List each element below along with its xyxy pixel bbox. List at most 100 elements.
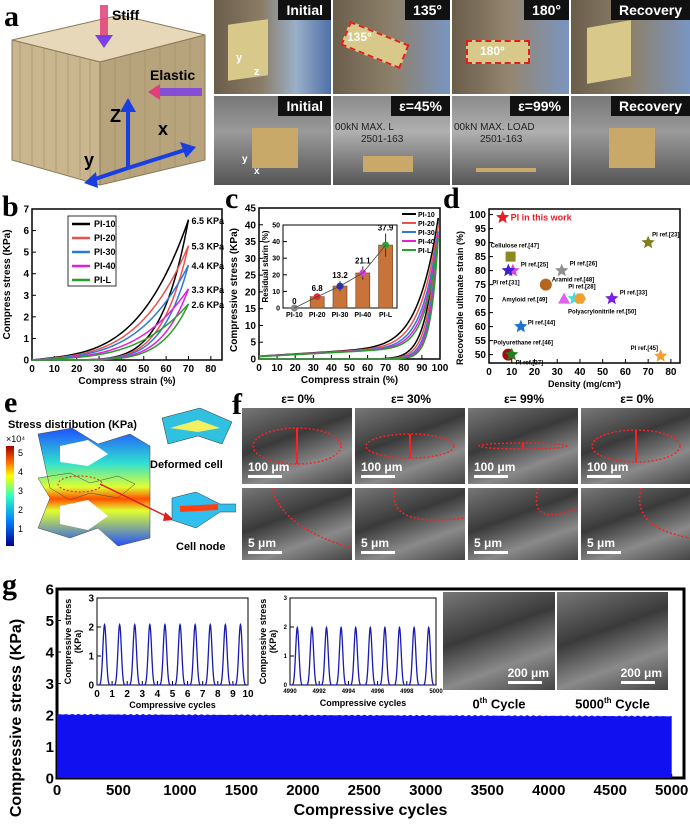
y-tick-label: 10	[245, 321, 257, 332]
y-tick-label: 7	[23, 205, 29, 216]
y-tick-label: 20	[272, 272, 280, 279]
x-tick-label: 50	[138, 364, 150, 375]
colorbar-tick: 5	[18, 448, 23, 458]
x-tick-label: 80	[205, 364, 217, 375]
panel-label-f: f	[232, 388, 242, 421]
point-label: PI ref.[27]	[516, 361, 543, 367]
y-axis-label: (KPa)	[73, 630, 83, 654]
photo-tag: 135°	[405, 0, 450, 20]
point-polyacrylonitrile-ref-50-	[573, 293, 586, 304]
legend-label: PI-30	[94, 247, 116, 257]
plot-frame	[488, 208, 681, 364]
x-tick-label: 4998	[400, 689, 414, 695]
angle-annotation: 135°	[347, 30, 372, 44]
machine-text: 00kN MAX. L	[335, 122, 394, 133]
point-pi-ref-31-	[501, 263, 515, 277]
legend-label: PI-20	[418, 221, 435, 228]
point-pi-ref-44-	[514, 319, 528, 333]
y-tick-label: 2	[88, 623, 94, 634]
x-tick-label: 4500	[594, 782, 627, 799]
machine-text: 00kN MAX. LOAD	[454, 122, 535, 133]
x-axis-label: x	[158, 119, 168, 139]
loading-curve-PI-L	[258, 238, 439, 358]
bar-value-label: 0	[292, 297, 297, 306]
inset-cycle-curve	[290, 625, 436, 686]
y-tick-label: 1	[284, 654, 288, 660]
y-tick-label: 90	[475, 238, 487, 249]
y-tick-label: 85	[475, 252, 487, 263]
x-tick-label: 2500	[348, 782, 381, 799]
photo-tag: ε=45%	[391, 96, 450, 116]
x-tick-label: 4992	[313, 689, 327, 695]
y-tick-label: 95	[475, 224, 487, 235]
y-tick-label: 3	[88, 594, 94, 605]
point-label: Polyacrylonitrile ref.[50]	[568, 310, 636, 316]
x-tick-label: 60	[362, 363, 374, 374]
panel-label-e: e	[4, 386, 18, 419]
trend-line	[294, 244, 386, 309]
x-tick-label: 500	[106, 782, 131, 799]
x-tick-label: 5000	[655, 782, 688, 799]
sem-cell: 100 μm	[468, 408, 578, 484]
x-tick-label: 2000	[286, 782, 319, 799]
photo-bend-135: 135° 135°	[333, 0, 450, 94]
caption-5000th-cycle: 5000th Cycle	[575, 696, 650, 712]
y-tick-label: 30	[245, 254, 257, 265]
point-label: Polyurethane ref.[46]	[493, 341, 553, 347]
y-tick-label: 60	[475, 322, 487, 333]
y-tick-label: 5	[250, 338, 256, 349]
x-tick-label: 1000	[163, 782, 196, 799]
x-tick-label: 30	[308, 363, 320, 374]
point-label: Amyloid ref.[49]	[502, 298, 547, 304]
point-pi-ref-23-	[641, 235, 655, 249]
y-tick-label: 40	[245, 220, 257, 231]
y-tick-label: 4	[23, 269, 29, 280]
y-axis-label: y	[84, 150, 94, 170]
y-tick-label: 0	[23, 356, 29, 367]
stiff-label: Stiff	[112, 7, 140, 23]
deformed-cell-label: Deformed cell	[150, 459, 223, 471]
colorbar-tick: 4	[18, 467, 23, 477]
x-tick-label: 40	[574, 367, 586, 378]
legend-label: PI-L	[418, 248, 432, 255]
legend-label: PI-10	[418, 212, 435, 219]
sem-image-5000th-cycle: 200 μm	[557, 592, 668, 690]
point-label: Cellulose ref.[47]	[491, 244, 539, 250]
x-tick-label: 30	[552, 367, 564, 378]
x-tick-label: 40	[326, 363, 338, 374]
point-amyloid-ref-49-	[558, 292, 571, 304]
x-tick-label: 60	[161, 364, 173, 375]
x-tick-label: 4990	[283, 689, 297, 695]
bar-category-label: PI-L	[379, 312, 393, 319]
scale-exponent: ×10⁴	[6, 434, 25, 444]
y-tick-label: 1	[88, 652, 94, 663]
legend-box	[67, 215, 117, 287]
photo-axis-y: y	[242, 154, 248, 165]
photo-bend-180: 180° 180°	[452, 0, 569, 94]
y-tick-label: 0	[284, 683, 288, 689]
y-axis-label: Compressive stress	[258, 599, 268, 685]
x-tick-label: 4996	[371, 689, 385, 695]
photo-recovery-compress: Recovery	[571, 96, 690, 185]
point-label: Aramid ref.[48]	[552, 278, 594, 284]
cube-illustration: Stiff Elastic Z x y	[11, 5, 206, 188]
panel-label-c: c	[225, 182, 239, 215]
x-tick-label: 20	[290, 363, 302, 374]
photo-tag: Initial	[278, 96, 331, 116]
point-label: PI ref.[33]	[620, 291, 647, 297]
sem-cell: 100 μm	[581, 408, 690, 484]
point-pi-in-this-work	[495, 210, 510, 224]
x-tick-label: 10	[242, 689, 254, 700]
panel-label-d: d	[443, 182, 460, 215]
x-tick-label: 5000	[429, 689, 443, 695]
legend-label: PI-40	[94, 261, 116, 271]
sem-cell: 100 μm	[355, 408, 465, 484]
x-tick-label: 2	[124, 689, 130, 700]
legend-label: PI-40	[418, 239, 435, 246]
bar-value-label: 37.9	[378, 223, 394, 232]
y-tick-label: 0	[88, 681, 94, 692]
point-aramid-ref-48-	[539, 278, 552, 291]
photo-tag: Initial	[278, 0, 331, 20]
peak-label: 6.5 KPa	[191, 216, 225, 226]
sem-closeup: 5 μm	[468, 488, 578, 560]
